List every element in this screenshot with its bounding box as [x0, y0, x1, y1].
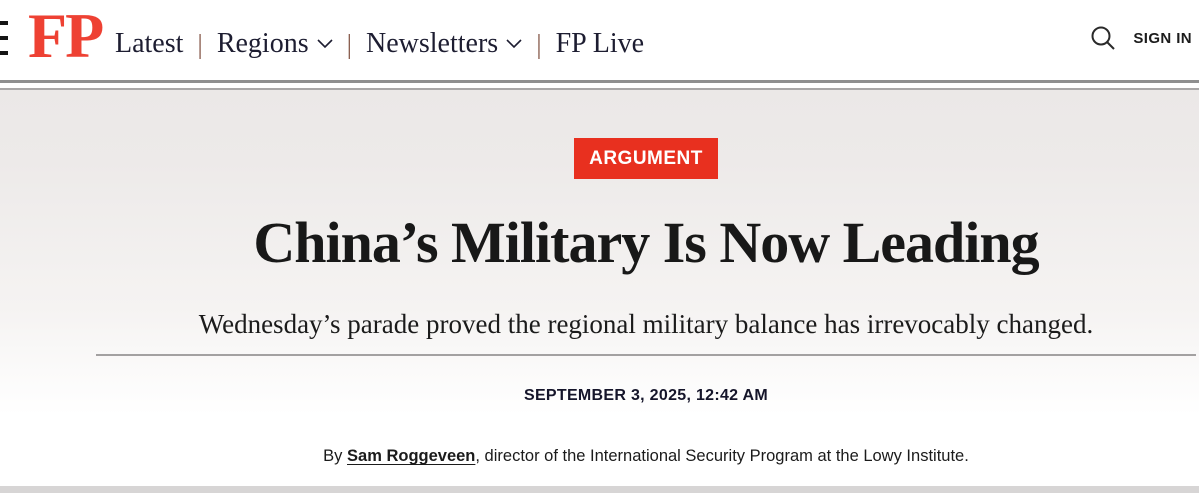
next-section-edge — [0, 486, 1199, 493]
header-gap — [0, 83, 1199, 88]
nav-separator: | — [197, 28, 203, 59]
article-subtitle: Wednesday’s parade proved the regional m… — [198, 309, 1094, 339]
nav-item-newsletters-label: Newsletters — [366, 28, 499, 59]
search-icon[interactable] — [1089, 24, 1117, 52]
sign-in-button[interactable]: SIGN IN — [1133, 29, 1192, 47]
nav-item-regions-label: Regions — [216, 28, 309, 59]
main-nav: Latest | Regions | Newsletters | FP Live — [115, 28, 644, 60]
nav-separator: | — [346, 28, 353, 59]
nav-item-latest[interactable]: Latest — [115, 28, 184, 59]
article-hero: ARGUMENT China’s Military Is Now Leading… — [0, 88, 1199, 486]
article-date: SEPTEMBER 3, 2025, 12:42 AM — [523, 387, 769, 404]
byline-prefix: By — [323, 447, 348, 465]
chevron-down-icon — [506, 39, 522, 49]
menu-icon[interactable] — [0, 21, 8, 55]
byline-suffix: , director of the International Security… — [475, 447, 969, 465]
nav-item-fp-live[interactable]: FP Live — [555, 28, 645, 59]
article-title: China’s Military Is Now Leading — [253, 210, 1039, 275]
header-right-actions: SIGN IN — [1089, 24, 1192, 52]
divider-line — [96, 354, 1196, 356]
fp-logo[interactable]: FP — [28, 0, 104, 71]
category-badge[interactable]: ARGUMENT — [574, 138, 718, 179]
nav-item-regions[interactable]: Regions — [217, 28, 333, 60]
top-nav-bar: FP Latest | Regions | Newsletters | FP L… — [0, 0, 1199, 83]
nav-separator: | — [536, 28, 542, 59]
chevron-down-icon — [317, 39, 333, 49]
nav-item-newsletters[interactable]: Newsletters — [366, 28, 522, 60]
article-byline: By Sam Roggeveen, director of the Intern… — [0, 447, 1199, 466]
author-link[interactable]: Sam Roggeveen — [347, 447, 476, 465]
